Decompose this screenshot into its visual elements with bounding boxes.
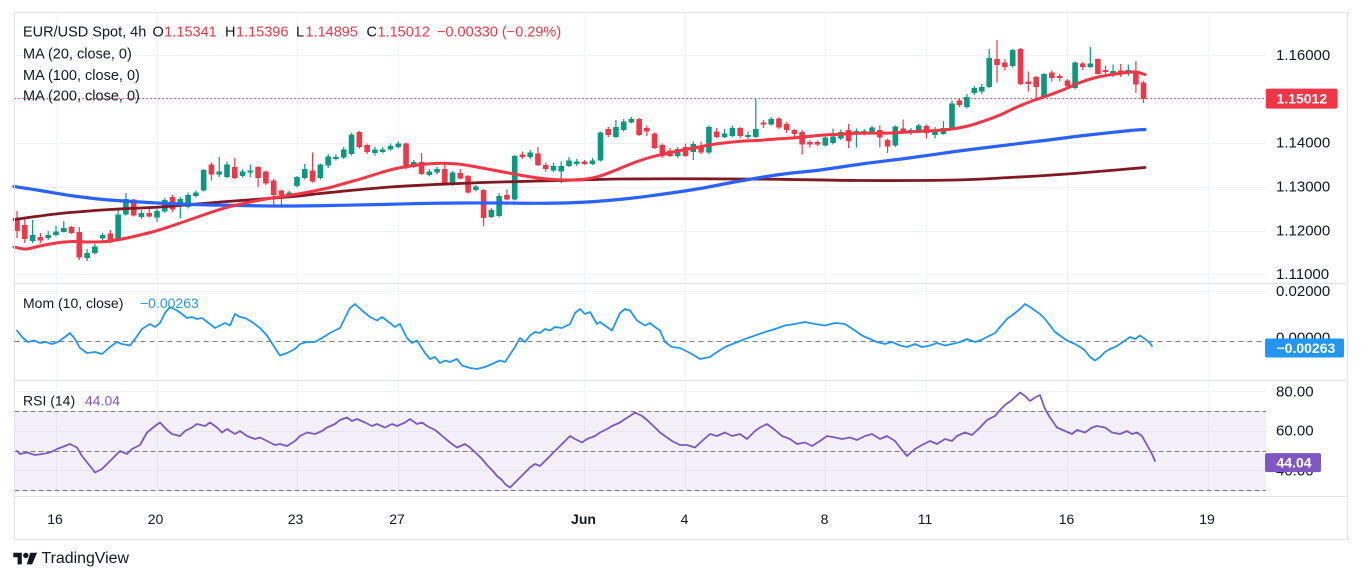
- svg-text:1.15012: 1.15012: [378, 25, 430, 41]
- svg-text:11: 11: [918, 511, 933, 527]
- svg-text:1.13000: 1.13000: [1276, 179, 1330, 196]
- svg-text:1.11000: 1.11000: [1276, 266, 1329, 283]
- svg-text:1.14895: 1.14895: [306, 25, 358, 41]
- svg-text:1.15396: 1.15396: [236, 25, 288, 41]
- svg-text:80.00: 80.00: [1276, 383, 1314, 400]
- svg-text:16: 16: [47, 511, 63, 527]
- svg-text:−0.00330 (−0.29%): −0.00330 (−0.29%): [437, 25, 561, 41]
- svg-text:0.02000: 0.02000: [1276, 283, 1330, 300]
- svg-text:16: 16: [1059, 511, 1075, 527]
- svg-text:−0.00263: −0.00263: [140, 295, 199, 311]
- svg-text:H: H: [225, 25, 235, 41]
- svg-text:MA (100, close, 0): MA (100, close, 0): [23, 68, 140, 84]
- svg-text:Mom (10, close): Mom (10, close): [23, 295, 123, 311]
- svg-text:27: 27: [389, 511, 405, 527]
- svg-text:MA (20, close, 0): MA (20, close, 0): [23, 47, 132, 63]
- svg-text:4: 4: [681, 511, 689, 527]
- svg-text:44.04: 44.04: [1277, 455, 1312, 471]
- svg-text:19: 19: [1199, 511, 1215, 527]
- svg-text:O: O: [153, 25, 164, 41]
- svg-text:1.15012: 1.15012: [1277, 91, 1328, 107]
- svg-text:1.15341: 1.15341: [164, 25, 216, 41]
- svg-text:20: 20: [148, 511, 164, 527]
- svg-text:1.16000: 1.16000: [1276, 47, 1330, 64]
- svg-text:EUR/USD Spot, 4h: EUR/USD Spot, 4h: [23, 25, 146, 41]
- svg-text:Jun: Jun: [571, 511, 596, 527]
- svg-text:1.14000: 1.14000: [1276, 135, 1330, 152]
- svg-text:8: 8: [821, 511, 829, 527]
- svg-text:TradingView: TradingView: [42, 550, 130, 567]
- svg-text:−0.00263: −0.00263: [1277, 340, 1336, 356]
- svg-text:23: 23: [288, 511, 304, 527]
- svg-text:1.12000: 1.12000: [1276, 223, 1330, 240]
- svg-text:RSI (14): RSI (14): [23, 393, 75, 409]
- svg-text:44.04: 44.04: [85, 393, 120, 409]
- svg-text:60.00: 60.00: [1276, 423, 1314, 440]
- svg-text:L: L: [296, 25, 304, 41]
- svg-text:MA (200, close, 0): MA (200, close, 0): [23, 89, 140, 105]
- svg-text:C: C: [367, 25, 377, 41]
